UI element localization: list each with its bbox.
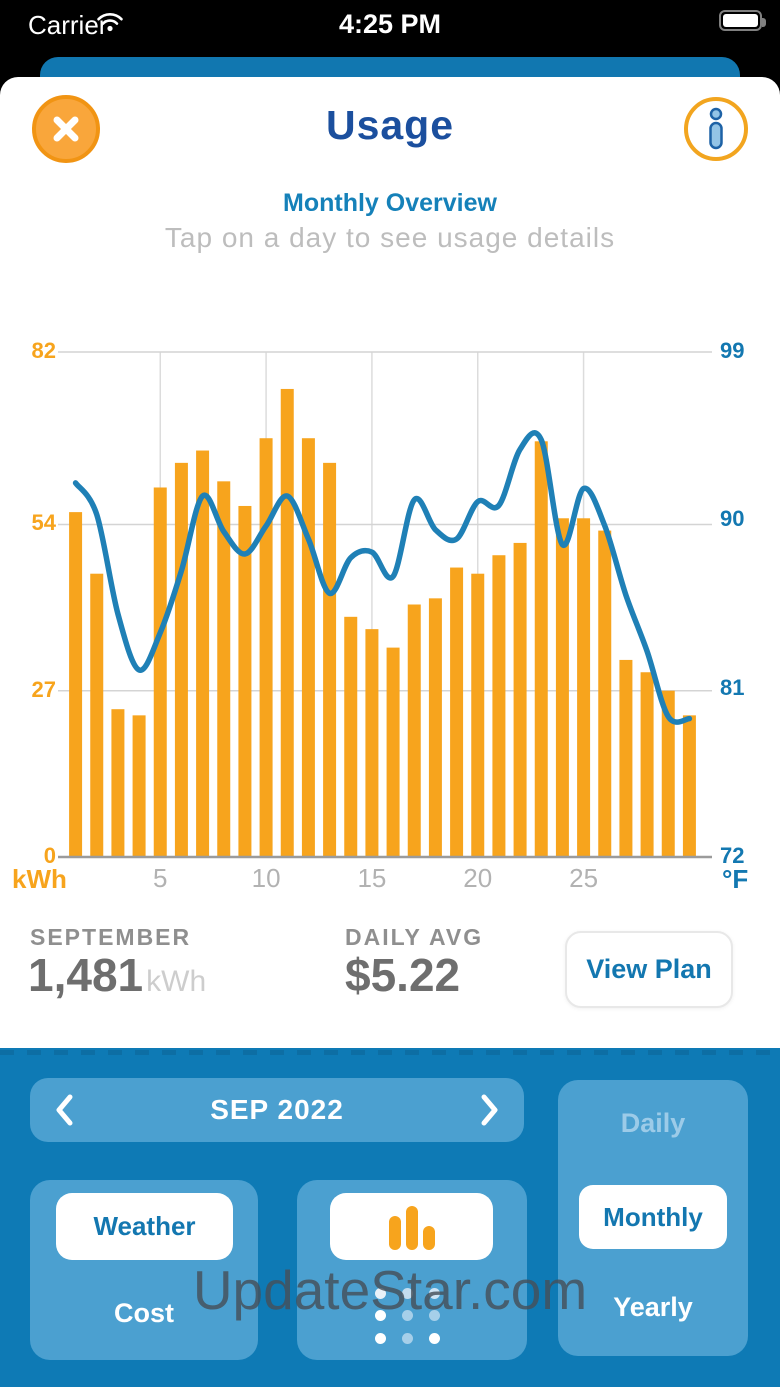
period-panel: Daily Monthly Yearly [558, 1080, 748, 1356]
usage-bar-day-27[interactable] [619, 659, 633, 857]
status-bar: Carrier 4:25 PM [0, 0, 780, 48]
bar-chart-type-button[interactable] [330, 1193, 493, 1260]
usage-sheet [0, 77, 780, 1048]
usage-bar-day-24[interactable] [555, 518, 569, 857]
bar-chart-icon [388, 1205, 435, 1250]
period-option-monthly[interactable]: Monthly [579, 1185, 727, 1249]
usage-bar-day-15[interactable] [365, 629, 379, 857]
usage-bar-day-7[interactable] [196, 450, 210, 857]
battery-icon [719, 10, 766, 31]
usage-bar-day-13[interactable] [323, 462, 337, 857]
usage-bar-day-3[interactable] [111, 709, 125, 857]
month-summary-label: SEPTEMBER [30, 924, 192, 950]
period-option-daily[interactable]: Daily [620, 1108, 686, 1138]
info-icon [703, 107, 729, 151]
chevron-right-icon [481, 1094, 498, 1126]
usage-bar-day-20[interactable] [471, 573, 485, 857]
usage-bar-day-30[interactable] [682, 715, 696, 857]
close-icon [49, 112, 83, 146]
month-usage-value: 1,481 kWh [28, 948, 206, 1002]
month-usage-number: 1,481 [28, 949, 144, 1001]
chart-type-panel [297, 1180, 527, 1360]
grid-dot [402, 1332, 413, 1344]
grid-dot [402, 1310, 413, 1322]
usage-bar-day-22[interactable] [513, 542, 527, 857]
grid-dot [375, 1332, 386, 1344]
footer-panel: SEP 2022 Weather Cost Daily [0, 1048, 780, 1387]
grid-dot [429, 1310, 440, 1322]
info-button[interactable] [684, 97, 748, 161]
month-usage-unit: kWh [146, 965, 207, 998]
grid-dots-icon[interactable] [375, 1288, 449, 1348]
usage-chart [58, 351, 712, 859]
usage-bar-day-9[interactable] [238, 505, 252, 857]
usage-bar-day-25[interactable] [577, 518, 591, 857]
usage-bar-day-6[interactable] [174, 462, 188, 857]
cost-option[interactable]: Cost [114, 1298, 174, 1328]
grid-dot [375, 1288, 386, 1299]
month-selector-label: SEP 2022 [210, 1094, 344, 1125]
period-option-yearly[interactable]: Yearly [613, 1292, 693, 1322]
usage-bar-day-17[interactable] [407, 604, 421, 858]
view-mode-subtitle: Monthly Overview [283, 189, 497, 217]
usage-bar-day-5[interactable] [153, 487, 167, 857]
usage-hint: Tap on a day to see usage details [164, 222, 616, 253]
grid-dot [375, 1310, 386, 1322]
carrier-label: Carrier [28, 10, 108, 40]
usage-bar-day-1[interactable] [69, 512, 83, 857]
daily-avg-value: $5.22 [345, 948, 460, 1002]
usage-bar-day-29[interactable] [661, 690, 675, 857]
usage-bar-day-26[interactable] [598, 530, 612, 857]
close-button[interactable] [32, 95, 100, 163]
wifi-icon [96, 11, 124, 33]
view-plan-button[interactable]: View Plan [565, 931, 733, 1008]
temperature-line [72, 430, 693, 725]
next-month-button[interactable] [454, 1078, 524, 1142]
grid-dot [429, 1332, 440, 1344]
grid-dot [429, 1288, 440, 1299]
usage-bar-day-11[interactable] [280, 388, 294, 857]
usage-bar-day-19[interactable] [450, 567, 464, 857]
usage-bar-day-23[interactable] [534, 441, 548, 857]
daily-avg-label: DAILY AVG [345, 924, 484, 950]
status-time: 4:25 PM [338, 9, 442, 39]
usage-bar-day-28[interactable] [640, 672, 654, 857]
usage-bar-day-18[interactable] [428, 598, 442, 857]
usage-bar-day-2[interactable] [90, 573, 104, 857]
usage-bar-day-12[interactable] [301, 438, 315, 857]
usage-bar-day-16[interactable] [386, 647, 400, 857]
usage-bar-day-14[interactable] [344, 616, 358, 857]
weather-toggle-button[interactable]: Weather [56, 1193, 233, 1260]
usage-bar-day-8[interactable] [217, 481, 231, 857]
weather-cost-panel: Weather Cost [30, 1180, 258, 1360]
usage-bar-day-10[interactable] [259, 438, 273, 857]
usage-bar-day-21[interactable] [492, 555, 506, 857]
prev-month-button[interactable] [30, 1078, 100, 1142]
daily-avg-number: $5.22 [345, 949, 461, 1001]
chevron-left-icon [56, 1094, 73, 1126]
page-title: Usage [325, 102, 455, 148]
usage-bar-day-4[interactable] [132, 715, 146, 857]
grid-dot [402, 1288, 413, 1299]
month-selector: SEP 2022 [30, 1078, 524, 1142]
